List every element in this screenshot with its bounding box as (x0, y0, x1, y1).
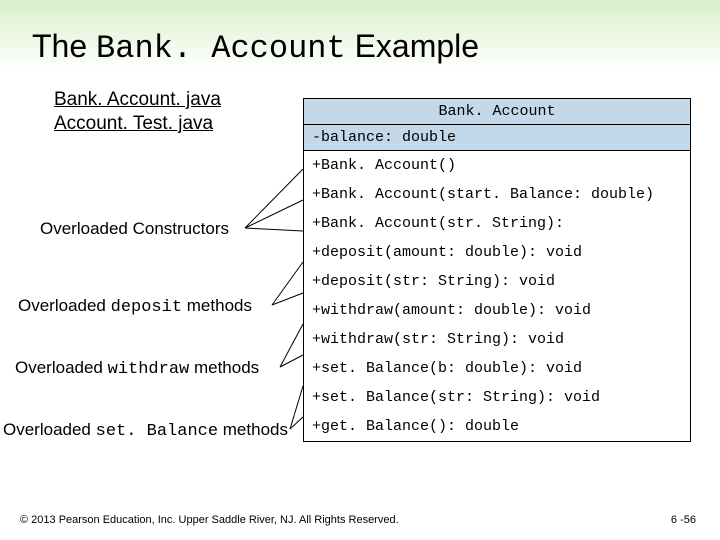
label-withdraw-pre: Overloaded (15, 358, 108, 377)
title-mono: Bank. Account (96, 30, 346, 67)
uml-method-row: +get. Balance(): double (304, 412, 690, 441)
uml-attribute: -balance: double (304, 125, 690, 151)
uml-method-row: +deposit(str: String): void (304, 267, 690, 296)
label-deposit-post: methods (182, 296, 252, 315)
slide-title: The Bank. Account Example (32, 28, 479, 67)
uml-class-name: Bank. Account (304, 99, 690, 125)
uml-method-row: +Bank. Account() (304, 151, 690, 180)
label-withdraw-mono: withdraw (108, 360, 190, 379)
uml-method-row: +set. Balance(b: double): void (304, 354, 690, 383)
uml-method-row: +deposit(amount: double): void (304, 238, 690, 267)
label-deposit-pre: Overloaded (18, 296, 111, 315)
uml-method-row: +withdraw(str: String): void (304, 325, 690, 354)
label-overloaded-constructors: Overloaded Constructors (40, 219, 229, 239)
title-prefix: The (32, 28, 96, 64)
uml-method-row: +withdraw(amount: double): void (304, 296, 690, 325)
uml-method-row: +Bank. Account(str. String): (304, 209, 690, 238)
file-links: Bank. Account. java Account. Test. java (54, 88, 221, 136)
label-setbal-pre: Overloaded (3, 420, 96, 439)
link-accounttest-java[interactable]: Account. Test. java (54, 112, 221, 136)
label-overloaded-setbalance: Overloaded set. Balance methods (0, 420, 288, 441)
link-bankaccount-java[interactable]: Bank. Account. java (54, 88, 221, 112)
label-overloaded-withdraw: Overloaded withdraw methods (15, 358, 259, 379)
copyright-footer: © 2013 Pearson Education, Inc. Upper Sad… (20, 514, 399, 526)
label-withdraw-post: methods (189, 358, 259, 377)
uml-method-row: +Bank. Account(start. Balance: double) (304, 180, 690, 209)
label-setbal-post: methods (218, 420, 288, 439)
title-suffix: Example (346, 28, 479, 64)
uml-method-row: +set. Balance(str: String): void (304, 383, 690, 412)
label-setbal-mono: set. Balance (96, 422, 218, 441)
label-deposit-mono: deposit (111, 298, 182, 317)
page-number: 6 -56 (671, 514, 696, 526)
uml-class-diagram: Bank. Account -balance: double +Bank. Ac… (303, 98, 691, 442)
label-overloaded-deposit: Overloaded deposit methods (18, 296, 252, 317)
